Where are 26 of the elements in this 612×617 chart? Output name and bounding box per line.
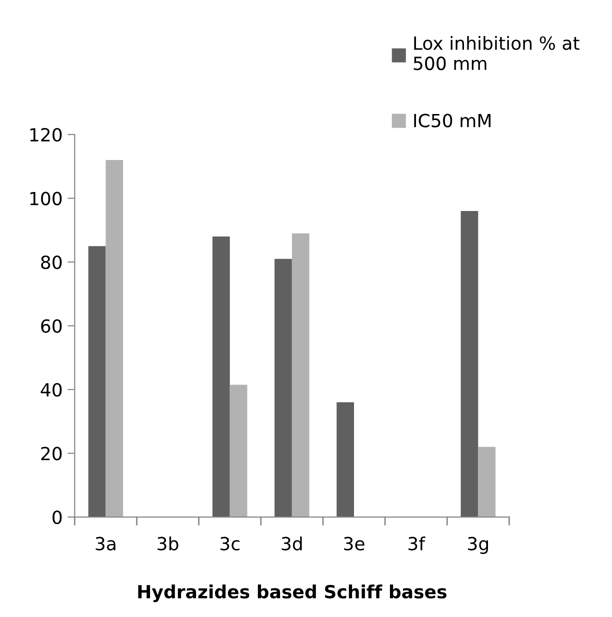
- y-tick-label: 80: [41, 255, 62, 270]
- y-tick-label: 60: [41, 319, 62, 333]
- x-tick-label: 3f: [408, 536, 426, 550]
- x-tick-label: 3e: [344, 536, 364, 550]
- x-tick-label: 3c: [220, 536, 240, 550]
- legend-label: Lox inhibition % at 500 mm: [414, 36, 580, 70]
- bar: [212, 236, 230, 518]
- bar: [106, 160, 124, 518]
- bar: [230, 384, 248, 518]
- bar: [88, 246, 106, 518]
- y-tick-label: 100: [30, 192, 62, 206]
- bar: [460, 211, 478, 518]
- bar: [336, 402, 354, 518]
- x-tick-label: 3g: [468, 536, 488, 554]
- x-tick-label: 3a: [96, 536, 116, 550]
- bar: [274, 258, 292, 518]
- y-tick-label: 0: [52, 510, 62, 524]
- legend-label: IC50 mM: [414, 114, 490, 128]
- x-axis-title: Hydrazides based Schiff bases: [138, 584, 446, 602]
- y-tick-label: 120: [30, 128, 62, 142]
- bar: [292, 233, 310, 518]
- y-tick-label: 20: [41, 446, 62, 460]
- y-tick-label: 40: [40, 382, 62, 397]
- x-tick-label: 3b: [158, 536, 178, 550]
- bar: [478, 446, 496, 518]
- x-tick-label: 3d: [282, 536, 302, 550]
